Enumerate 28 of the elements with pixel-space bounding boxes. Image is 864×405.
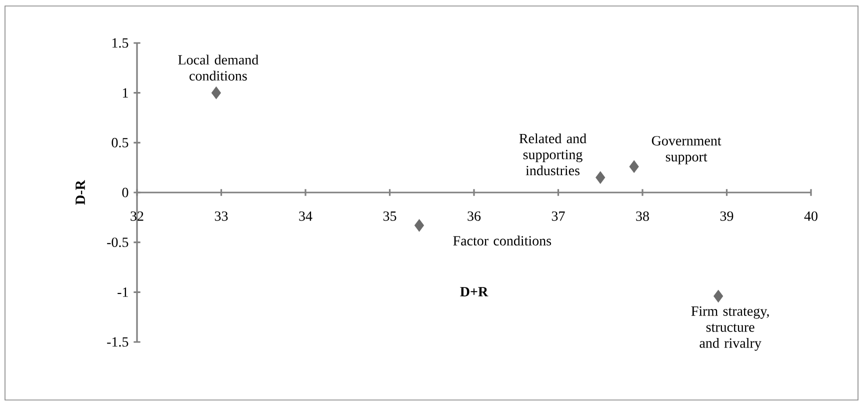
annotation: Government support: [652, 136, 722, 164]
x-axis-title: D+R: [460, 287, 488, 296]
y-tick-label: -1: [118, 288, 128, 297]
x-tick-label: 35: [383, 211, 396, 221]
x-tick-label: 32: [130, 211, 144, 221]
x-tick-label: 33: [214, 211, 228, 221]
x-tick-label: 38: [636, 211, 649, 221]
annotation: Firm strategy, structure and rivalry: [691, 306, 769, 351]
x-tick-label: 39: [720, 211, 734, 221]
annotation: Local demand conditions: [178, 54, 258, 81]
annotation: Factor conditions: [453, 236, 552, 246]
point: [714, 290, 724, 302]
y-tick-label: -0.5: [107, 238, 128, 248]
y-tick-label: 1.5: [112, 38, 128, 48]
point: [596, 171, 606, 184]
y-tick-label: 1: [122, 88, 128, 98]
y-tick-label: 0: [122, 188, 128, 198]
x-tick-label: 37: [552, 211, 565, 221]
y-tick-label: -1.5: [107, 337, 128, 347]
point: [211, 86, 221, 100]
x-tick-label: 40: [804, 211, 818, 221]
annotation: Related and supporting industries: [519, 133, 586, 176]
y-axis-title: D-R: [76, 180, 85, 205]
point: [629, 160, 639, 173]
x-tick-label: 34: [299, 211, 312, 221]
x-tick-label: 36: [468, 211, 481, 221]
y-tick-label: 0.5: [112, 138, 128, 148]
point: [414, 219, 424, 232]
